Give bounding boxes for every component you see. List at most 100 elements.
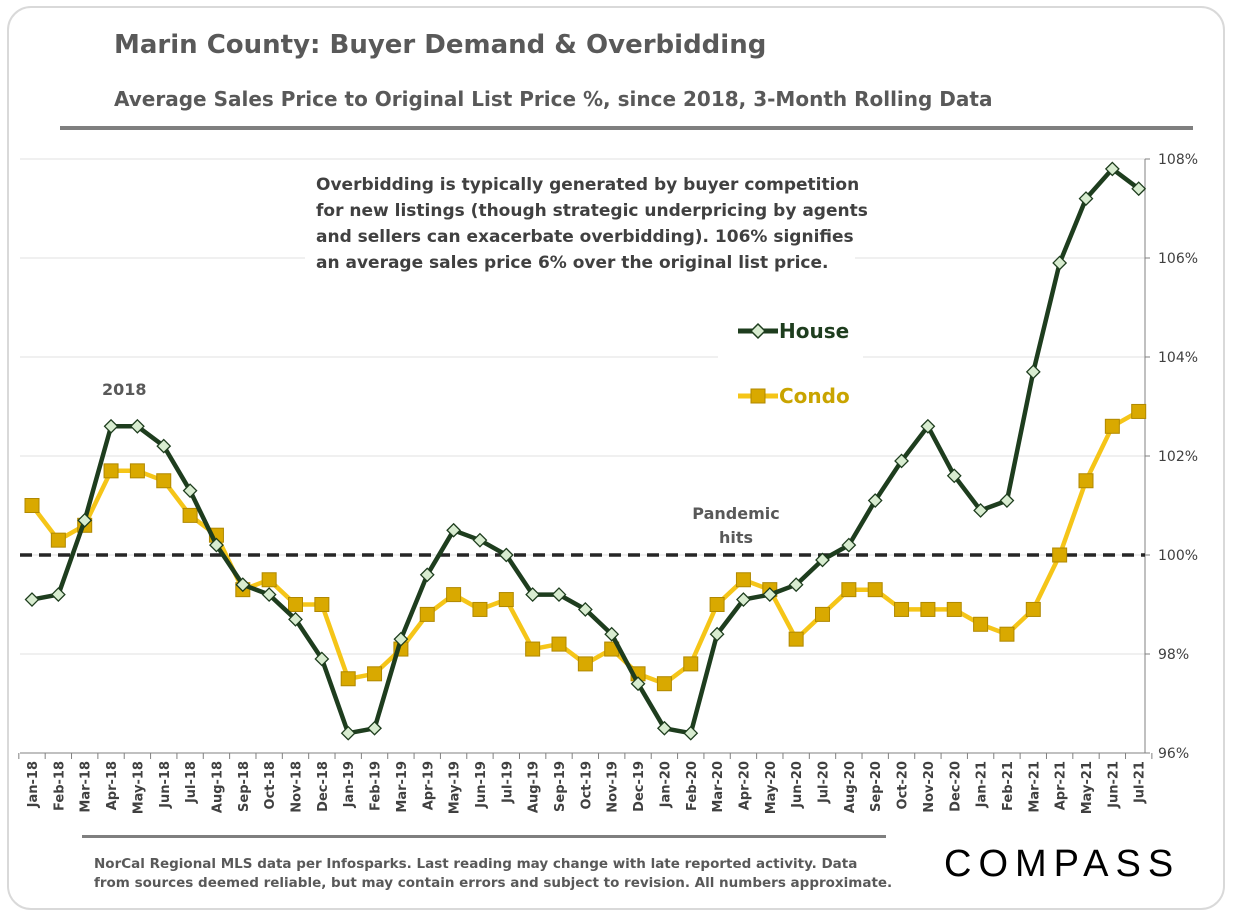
y-tick-label-104: 104% — [1158, 350, 1198, 366]
header-divider — [60, 126, 1193, 130]
house-point — [393, 631, 409, 647]
pandemic-label-line-2: hits — [719, 528, 753, 547]
x-tick-label: Jun-19 — [474, 761, 489, 809]
x-tick-label: Feb-19 — [369, 761, 384, 811]
x-tick-label: May-21 — [1080, 761, 1095, 814]
house-point — [709, 626, 725, 642]
house-point — [736, 592, 751, 607]
x-tick-label: Apr-19 — [421, 761, 436, 810]
x-tick-label: Sep-20 — [869, 761, 884, 812]
x-tick-label: Jun-20 — [790, 761, 805, 809]
house-point — [656, 720, 672, 736]
x-tick-label: Nov-19 — [606, 761, 621, 813]
house-point — [1078, 191, 1094, 207]
condo-point — [1078, 473, 1094, 489]
pandemic-label-line-1: Pandemic — [692, 504, 779, 523]
house-point — [1052, 255, 1068, 271]
chart-title: Marin County: Buyer Demand & Overbidding — [114, 30, 767, 60]
x-tick-label: May-20 — [764, 761, 779, 814]
x-tick-label: May-18 — [131, 761, 146, 814]
x-tick-label: Mar-20 — [711, 761, 726, 813]
condo-point — [841, 582, 857, 598]
x-tick-label: Oct-20 — [896, 761, 911, 809]
x-tick-label: Feb-21 — [1001, 761, 1016, 811]
legend-condo-marker — [750, 388, 766, 404]
house-point — [419, 567, 435, 583]
house-point — [683, 725, 699, 741]
condo-point — [472, 601, 488, 617]
condo-point — [261, 572, 277, 588]
y-tick-label-106: 106% — [1158, 251, 1198, 267]
x-tick-label: Jan-21 — [975, 761, 990, 808]
condo-point — [340, 671, 356, 687]
house-point — [788, 577, 804, 593]
house-point — [867, 493, 883, 508]
house-point — [314, 651, 330, 667]
x-tick-label: May-19 — [448, 761, 463, 814]
condo-point — [1052, 547, 1068, 563]
x-tick-label: Jan-18 — [26, 761, 41, 808]
note-line-2: for new listings (though strategic under… — [316, 201, 868, 221]
x-tick-label: Apr-18 — [105, 761, 120, 810]
house-point — [77, 512, 93, 528]
compass-logo: COMPASS — [944, 843, 1181, 885]
condo-point — [1104, 418, 1120, 434]
x-tick-label: Nov-18 — [290, 761, 305, 813]
series-layer — [24, 161, 1147, 741]
condo-point — [946, 601, 962, 617]
house-point — [841, 537, 857, 553]
note-background — [305, 166, 855, 284]
house-point — [129, 418, 145, 434]
x-tick-label: Mar-18 — [79, 761, 94, 813]
chart-card — [7, 6, 1225, 910]
y-tick-label-108: 108% — [1158, 152, 1198, 168]
condo-point — [894, 601, 910, 617]
house-point — [498, 547, 514, 563]
x-tick-label: Jan-20 — [658, 761, 673, 808]
x-tick-label: Aug-20 — [843, 761, 858, 813]
note-line-1: Overbidding is typically generated by bu… — [316, 175, 859, 195]
house-point — [340, 725, 356, 741]
x-tick-label: Dec-18 — [316, 761, 331, 812]
x-tick-label: Jan-19 — [342, 761, 357, 808]
y-tick-label-98: 98% — [1158, 647, 1189, 663]
x-tick-label: Nov-20 — [922, 761, 937, 813]
condo-point — [367, 666, 383, 682]
x-tick-label: Jul-20 — [817, 761, 832, 804]
legend-condo: Condo — [738, 384, 850, 408]
condo-point — [24, 498, 40, 513]
condo-point — [1025, 601, 1041, 617]
y-tick-label-100: 100% — [1158, 548, 1198, 564]
house-point — [182, 483, 198, 499]
condo-point — [314, 597, 330, 612]
condo-point — [867, 582, 883, 598]
house-point — [630, 676, 646, 692]
house-point — [525, 587, 541, 603]
condo-point — [973, 616, 989, 632]
x-tick-label: Sep-19 — [553, 761, 568, 812]
y-tick-label-102: 102% — [1158, 449, 1198, 465]
house-point — [920, 418, 936, 434]
house-point — [367, 720, 382, 736]
condo-point — [498, 592, 514, 608]
legend-house-marker — [749, 322, 767, 340]
x-tick-label: Jul-18 — [184, 761, 199, 804]
house-point — [261, 587, 277, 603]
house-point — [604, 626, 620, 642]
x-tick-label: Oct-18 — [263, 761, 278, 809]
x-tick-label: Oct-19 — [579, 761, 594, 809]
axes: 96% 98% 100% 102% 104% 106% 108% Jan-18 Feb-18 Ma… — [18, 152, 1198, 814]
x-tick-label: Aug-19 — [527, 761, 542, 813]
house-point — [577, 602, 593, 617]
condo-point — [129, 463, 145, 479]
series-house — [24, 161, 1147, 741]
y-tick-label-96: 96% — [1158, 746, 1189, 762]
house-point — [973, 503, 989, 518]
house-point — [50, 587, 66, 603]
condo-point — [920, 601, 936, 617]
x-tick-label: Mar-21 — [1027, 761, 1042, 813]
condo-point — [999, 626, 1015, 642]
condo-point — [1131, 403, 1147, 419]
condo-point — [525, 641, 541, 657]
